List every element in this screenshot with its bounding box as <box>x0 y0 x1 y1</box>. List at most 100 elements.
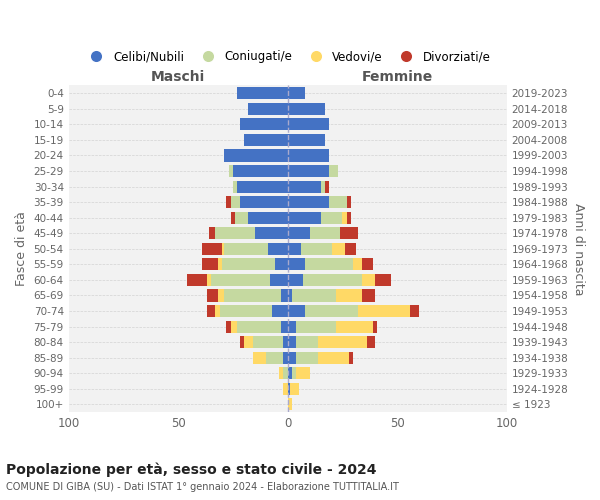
Bar <box>279 367 283 380</box>
Bar <box>336 320 373 332</box>
Bar <box>215 227 255 239</box>
Bar <box>275 258 287 270</box>
Bar <box>287 305 305 317</box>
Bar <box>292 367 296 380</box>
Bar <box>283 352 287 364</box>
Bar <box>268 243 287 255</box>
Bar <box>287 336 296 348</box>
Bar <box>287 367 292 380</box>
Bar <box>319 336 367 348</box>
Bar <box>336 290 362 302</box>
Bar <box>410 305 419 317</box>
Bar <box>320 180 325 192</box>
Bar <box>229 165 233 177</box>
Bar <box>255 227 287 239</box>
Bar <box>340 227 358 239</box>
Bar <box>233 165 287 177</box>
Bar <box>281 320 287 332</box>
Bar <box>287 118 329 130</box>
Bar <box>266 352 283 364</box>
Bar <box>367 336 376 348</box>
Bar <box>202 243 222 255</box>
Bar <box>231 196 239 208</box>
Bar <box>224 243 268 255</box>
Bar <box>231 320 238 332</box>
Bar <box>253 352 266 364</box>
Bar <box>344 243 356 255</box>
Bar <box>373 320 377 332</box>
Bar <box>358 305 410 317</box>
Bar <box>239 336 244 348</box>
Bar <box>287 290 292 302</box>
Legend: Celibi/Nubili, Coniugati/e, Vedovi/e, Divorziati/e: Celibi/Nubili, Coniugati/e, Vedovi/e, Di… <box>80 46 496 68</box>
Bar <box>303 274 362 286</box>
Bar <box>287 196 329 208</box>
Bar <box>329 165 338 177</box>
Bar <box>206 290 218 302</box>
Bar <box>362 274 376 286</box>
Bar <box>319 352 349 364</box>
Text: COMUNE DI GIBA (SU) - Dati ISTAT 1° gennaio 2024 - Elaborazione TUTTITALIA.IT: COMUNE DI GIBA (SU) - Dati ISTAT 1° genn… <box>6 482 399 492</box>
Bar <box>231 212 235 224</box>
Bar <box>287 134 325 146</box>
Bar <box>202 258 218 270</box>
Bar <box>287 150 329 162</box>
Bar <box>283 336 287 348</box>
Bar <box>209 227 215 239</box>
Bar <box>238 320 281 332</box>
Bar <box>211 274 270 286</box>
Bar <box>281 290 287 302</box>
Bar <box>248 103 287 115</box>
Bar <box>224 290 281 302</box>
Bar <box>376 274 391 286</box>
Text: Popolazione per età, sesso e stato civile - 2024: Popolazione per età, sesso e stato civil… <box>6 462 377 477</box>
Bar <box>239 196 287 208</box>
Bar <box>305 258 353 270</box>
Bar <box>296 336 319 348</box>
Bar <box>287 352 296 364</box>
Bar <box>218 290 224 302</box>
Y-axis label: Fasce di età: Fasce di età <box>15 212 28 286</box>
Bar <box>325 180 329 192</box>
Bar <box>226 196 231 208</box>
Bar <box>362 258 373 270</box>
Bar <box>215 305 220 317</box>
Bar <box>253 336 283 348</box>
Bar <box>287 398 292 410</box>
Bar <box>305 305 358 317</box>
Bar <box>244 134 287 146</box>
Bar <box>292 290 336 302</box>
Bar <box>287 103 325 115</box>
Bar <box>296 367 310 380</box>
Bar <box>283 382 287 395</box>
Bar <box>331 243 344 255</box>
Bar <box>248 212 287 224</box>
Bar <box>287 212 320 224</box>
Bar <box>287 320 296 332</box>
Bar <box>287 180 320 192</box>
Bar <box>224 150 287 162</box>
Bar <box>287 382 290 395</box>
Bar <box>238 180 287 192</box>
Y-axis label: Anni di nascita: Anni di nascita <box>572 202 585 295</box>
Bar <box>290 382 299 395</box>
Bar <box>235 212 248 224</box>
Bar <box>218 258 222 270</box>
Bar <box>222 258 275 270</box>
Bar <box>233 180 238 192</box>
Bar <box>320 212 343 224</box>
Bar <box>287 165 329 177</box>
Bar <box>220 305 272 317</box>
Bar <box>347 196 351 208</box>
Bar <box>362 290 376 302</box>
Text: Femmine: Femmine <box>362 70 433 84</box>
Bar <box>347 212 351 224</box>
Bar <box>353 258 362 270</box>
Bar <box>287 87 305 100</box>
Bar <box>296 352 319 364</box>
Bar <box>244 336 253 348</box>
Bar <box>310 227 340 239</box>
Bar <box>239 118 287 130</box>
Bar <box>349 352 353 364</box>
Bar <box>287 243 301 255</box>
